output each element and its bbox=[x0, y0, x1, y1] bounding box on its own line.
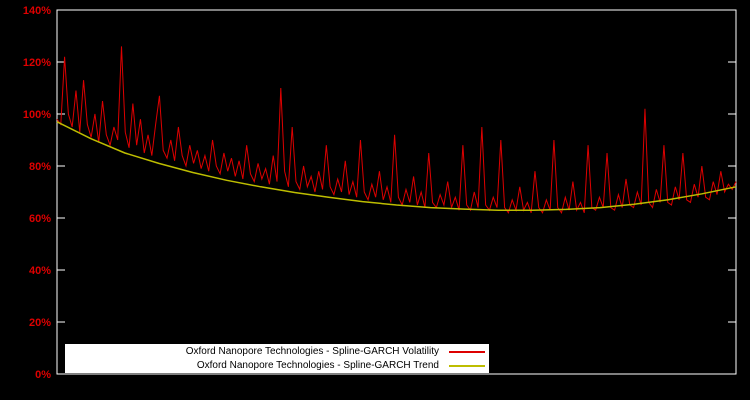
y-tick-label: 100% bbox=[23, 109, 51, 121]
y-tick-label: 40% bbox=[29, 265, 51, 277]
chart-legend: Oxford Nanopore Technologies - Spline-GA… bbox=[65, 344, 489, 373]
y-tick-label: 20% bbox=[29, 317, 51, 329]
y-tick-label: 80% bbox=[29, 161, 51, 173]
y-tick-label: 60% bbox=[29, 213, 51, 225]
legend-line-sample-trend bbox=[449, 364, 485, 367]
series-volatility-line bbox=[56, 46, 737, 214]
y-tick-label: 140% bbox=[23, 5, 51, 17]
y-tick-label: 120% bbox=[23, 57, 51, 69]
legend-line-sample-volatility bbox=[449, 350, 485, 353]
legend-row-volatility: Oxford Nanopore Technologies - Spline-GA… bbox=[65, 345, 489, 358]
legend-row-trend: Oxford Nanopore Technologies - Spline-GA… bbox=[65, 359, 489, 372]
y-tick-label: 0% bbox=[35, 369, 51, 381]
legend-label-volatility: Oxford Nanopore Technologies - Spline-GA… bbox=[185, 346, 439, 357]
series-trend-line bbox=[56, 121, 737, 211]
legend-label-trend: Oxford Nanopore Technologies - Spline-GA… bbox=[196, 360, 439, 371]
plot-frame bbox=[56, 9, 737, 375]
